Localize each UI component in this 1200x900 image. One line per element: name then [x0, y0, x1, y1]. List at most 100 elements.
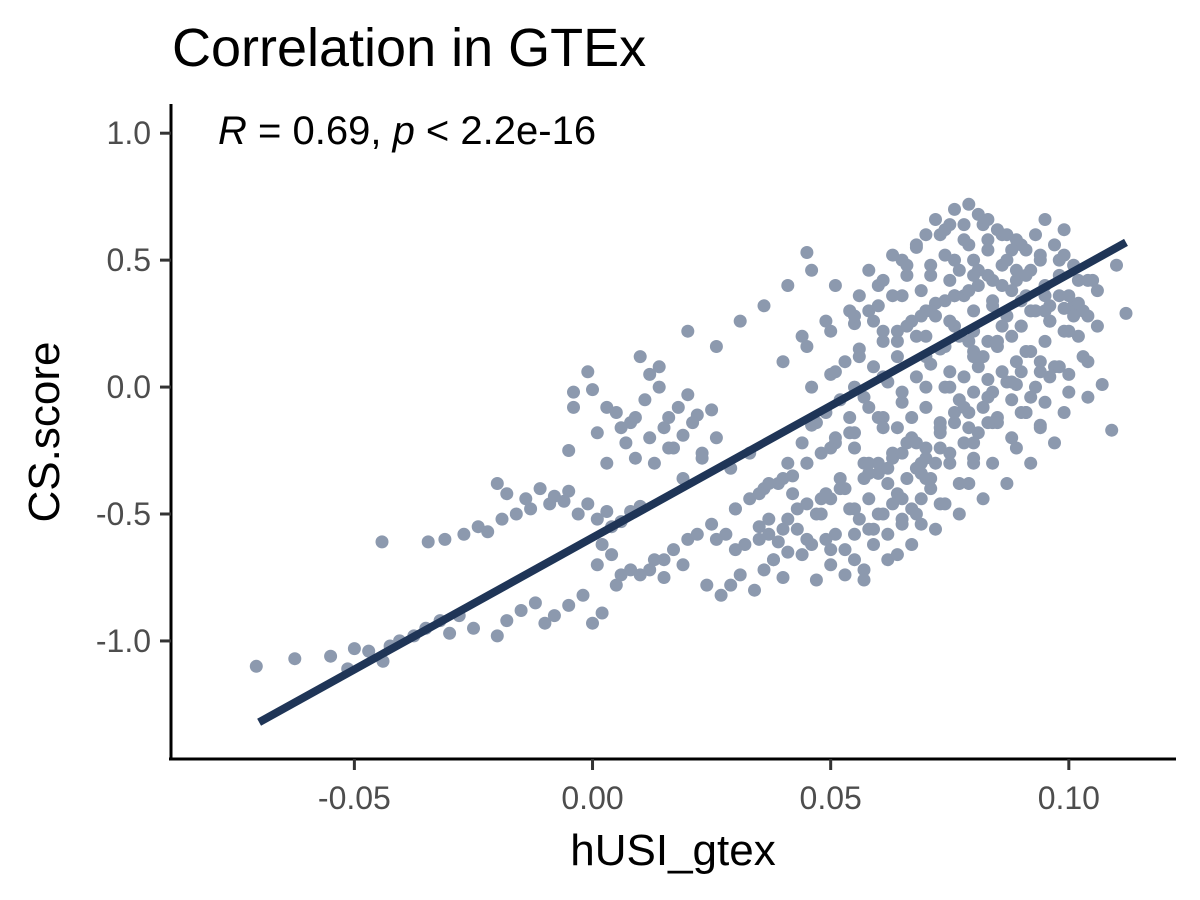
data-point	[890, 350, 904, 364]
data-point	[590, 426, 604, 440]
data-point	[567, 385, 580, 399]
annotation-r-symbol: R	[218, 109, 247, 153]
data-point	[443, 626, 457, 640]
data-point	[971, 279, 985, 292]
data-point	[976, 350, 990, 364]
data-point	[600, 400, 614, 414]
data-point	[909, 370, 923, 384]
data-point	[324, 649, 338, 663]
y-tick-label: 0.0	[107, 369, 151, 405]
data-point	[957, 370, 971, 384]
data-point	[943, 365, 957, 379]
data-point	[547, 489, 561, 503]
data-point	[881, 553, 895, 567]
data-point	[943, 273, 957, 287]
data-point	[647, 553, 661, 567]
data-point	[657, 571, 671, 584]
data-point	[895, 446, 909, 460]
data-point	[657, 553, 671, 567]
data-point	[1119, 306, 1133, 320]
data-point	[1062, 289, 1076, 303]
data-point	[952, 263, 966, 277]
data-point	[609, 406, 623, 419]
data-point	[738, 538, 752, 551]
data-point	[962, 284, 976, 298]
data-point	[943, 314, 957, 328]
data-point	[1067, 309, 1081, 323]
data-point	[733, 568, 747, 582]
data-point	[957, 436, 971, 450]
data-point	[824, 543, 838, 557]
data-point	[614, 421, 628, 435]
data-point	[900, 258, 914, 272]
data-point	[752, 532, 766, 546]
correlation-annotation: R = 0.69, p < 2.2e-16	[218, 109, 596, 153]
data-point	[795, 329, 809, 343]
data-point	[862, 263, 876, 277]
data-point	[852, 512, 866, 526]
data-point	[886, 289, 900, 303]
data-point	[929, 309, 942, 323]
x-axis-title: hUSI_gtex	[570, 826, 775, 875]
data-point	[795, 548, 809, 562]
data-point	[838, 568, 852, 582]
data-point	[924, 268, 938, 282]
data-point	[1052, 289, 1066, 303]
data-point	[938, 294, 952, 308]
data-point	[1038, 304, 1052, 318]
data-point	[862, 456, 876, 470]
data-point	[752, 487, 766, 501]
data-point	[719, 527, 733, 541]
data-point	[838, 482, 852, 496]
data-point	[943, 218, 957, 232]
data-point	[1009, 263, 1023, 277]
data-point	[514, 604, 528, 617]
data-point	[957, 400, 971, 414]
data-point	[857, 390, 871, 404]
data-point	[862, 492, 876, 506]
data-point	[967, 436, 981, 450]
data-point	[676, 558, 690, 572]
data-point	[828, 365, 842, 379]
data-point	[881, 477, 895, 490]
data-point	[1029, 228, 1042, 242]
data-point	[914, 517, 928, 531]
data-point	[833, 472, 847, 485]
data-point	[1043, 314, 1057, 328]
data-point	[576, 588, 590, 602]
data-point	[929, 456, 942, 470]
data-point	[828, 527, 842, 541]
data-point	[790, 522, 804, 536]
data-point	[824, 441, 838, 455]
data-point	[957, 218, 971, 232]
data-point	[776, 472, 790, 485]
data-point	[1024, 456, 1038, 470]
data-point	[900, 319, 914, 333]
x-tick-label: -0.05	[318, 780, 391, 816]
data-point	[375, 535, 389, 549]
data-point	[867, 538, 880, 551]
data-point	[824, 558, 838, 572]
data-point	[590, 558, 604, 572]
data-point	[952, 507, 966, 521]
data-point	[624, 563, 638, 577]
data-point	[800, 497, 814, 511]
data-point	[871, 299, 885, 313]
data-point	[981, 243, 995, 257]
annotation-p-value: < 2.2e-16	[415, 109, 596, 153]
data-point	[933, 441, 947, 455]
data-point	[1062, 385, 1076, 399]
data-point	[924, 258, 938, 272]
data-point	[467, 621, 480, 635]
y-tick-label: -0.5	[96, 496, 151, 532]
data-point	[519, 492, 533, 506]
data-point	[1038, 334, 1052, 348]
data-point	[986, 456, 1000, 470]
data-point	[1057, 248, 1071, 262]
data-point	[600, 456, 614, 470]
data-point	[862, 466, 876, 480]
data-point	[805, 263, 819, 277]
data-point	[1110, 258, 1123, 272]
data-point	[728, 543, 742, 557]
data-point	[562, 598, 576, 612]
